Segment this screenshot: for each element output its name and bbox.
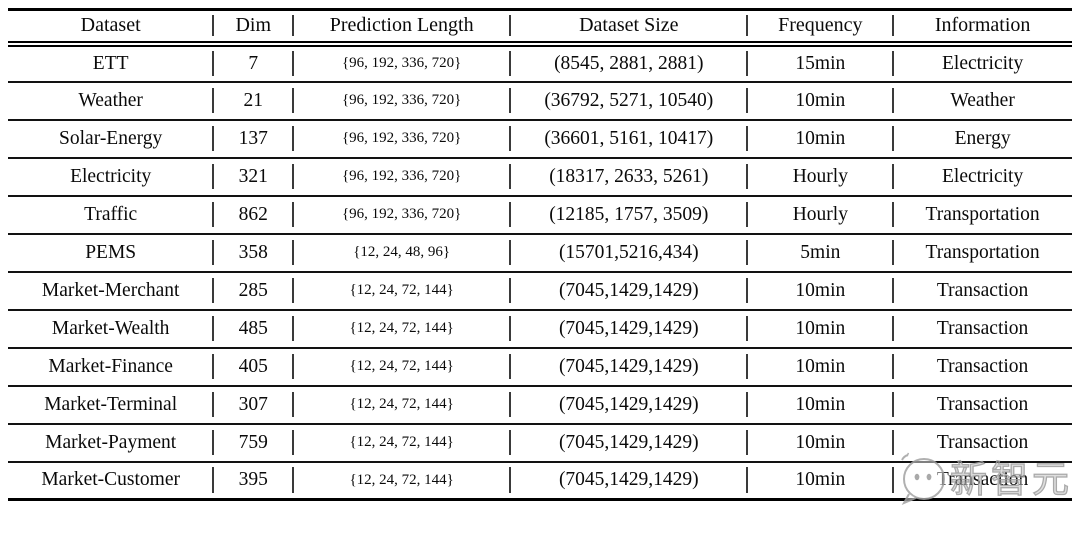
cell-prediction-length: {12, 24, 72, 144} [292,386,510,424]
cell-information: Transaction [892,272,1072,310]
cell-dim: 321 [212,158,293,196]
cell-information: Transportation [892,234,1072,272]
cell-prediction-length: {12, 24, 48, 96} [292,234,510,272]
table-row: Electricity 321 {96, 192, 336, 720} (183… [8,157,1072,196]
table-row: Market-Finance 405 {12, 24, 72, 144} (70… [8,347,1072,386]
column-header-prediction-length: Prediction Length [292,9,511,47]
cell-dim: 307 [212,386,293,424]
cell-information: Transportation [892,196,1072,234]
table-row: Weather 21 {96, 192, 336, 720} (36792, 5… [8,81,1072,120]
cell-dataset-size: (12185, 1757, 3509) [509,196,747,234]
header-row: Dataset Dim Prediction Length Dataset Si… [8,9,1072,47]
cell-prediction-length: {96, 192, 336, 720} [292,120,510,158]
column-header-frequency: Frequency [746,9,894,47]
cell-information: Electricity [892,158,1072,196]
cell-dataset: Weather [78,89,143,111]
cell-information: Transaction [892,386,1072,424]
cell-frequency: Hourly [746,196,893,234]
cell-frequency: 10min [746,462,893,500]
cell-frequency: 10min [746,82,893,120]
cell-information: Energy [892,120,1072,158]
cell-prediction-length: {12, 24, 72, 144} [292,348,510,386]
cell-dim: 405 [212,348,293,386]
table-row: Market-Customer 395 {12, 24, 72, 144} (7… [8,461,1072,500]
cell-dim: 759 [212,424,293,462]
cell-dataset: Traffic [84,203,138,225]
cell-frequency: 10min [746,348,893,386]
cell-frequency: Hourly [746,158,893,196]
cell-frequency: 10min [746,424,893,462]
table-row: Market-Payment 759 {12, 24, 72, 144} (70… [8,423,1072,462]
cell-prediction-length: {12, 24, 72, 144} [292,272,510,310]
cell-dim: 485 [212,310,293,348]
cell-frequency: 10min [746,386,893,424]
cell-dataset-size: (7045,1429,1429) [509,272,747,310]
cell-information: Transaction [892,462,1072,500]
cell-dataset: Market-Wealth [51,317,170,339]
cell-dim: 7 [212,44,293,82]
table-row: ETT 7 {96, 192, 336, 720} (8545, 2881, 2… [8,43,1072,82]
table-row: Market-Wealth 485 {12, 24, 72, 144} (704… [8,309,1072,348]
cell-dataset: Market-Terminal [44,393,178,415]
cell-dataset: Market-Payment [45,431,177,453]
cell-prediction-length: {12, 24, 72, 144} [292,462,510,500]
cell-prediction-length: {12, 24, 72, 144} [292,310,510,348]
cell-frequency: 10min [746,272,893,310]
cell-information: Weather [892,82,1072,120]
cell-dataset: Electricity [70,165,152,187]
column-header-dataset: Dataset [8,9,214,47]
cell-information: Transaction [892,348,1072,386]
table-row: Traffic 862 {96, 192, 336, 720} (12185, … [8,195,1072,234]
dataset-summary-table: Dataset Dim Prediction Length Dataset Si… [8,8,1072,501]
column-header-dataset-size: Dataset Size [509,9,748,47]
cell-dataset-size: (7045,1429,1429) [509,386,747,424]
cell-dataset-size: (36601, 5161, 10417) [509,120,747,158]
cell-dataset: PEMS [85,241,137,263]
cell-prediction-length: {12, 24, 72, 144} [292,424,510,462]
cell-frequency: 10min [746,310,893,348]
table-row: PEMS 358 {12, 24, 48, 96} (15701,5216,43… [8,233,1072,272]
cell-dataset-size: (18317, 2633, 5261) [509,158,747,196]
cell-information: Transaction [892,310,1072,348]
cell-information: Transaction [892,424,1072,462]
cell-dataset: Market-Customer [41,469,180,491]
table-row: Market-Merchant 285 {12, 24, 72, 144} (7… [8,271,1072,310]
cell-dim: 21 [212,82,293,120]
cell-dataset-size: (7045,1429,1429) [509,424,747,462]
cell-dim: 285 [212,272,293,310]
table-row: Market-Terminal 307 {12, 24, 72, 144} (7… [8,385,1072,424]
cell-information: Electricity [892,44,1072,82]
cell-dataset: Market-Merchant [41,279,180,301]
cell-prediction-length: {96, 192, 336, 720} [292,196,510,234]
cell-dataset-size: (8545, 2881, 2881) [509,44,747,82]
cell-dataset-size: (15701,5216,434) [509,234,747,272]
cell-prediction-length: {96, 192, 336, 720} [292,44,510,82]
cell-prediction-length: {96, 192, 336, 720} [292,82,510,120]
cell-dataset: Solar-Energy [59,127,163,149]
column-header-information: Information [892,9,1072,47]
cell-prediction-length: {96, 192, 336, 720} [292,158,510,196]
cell-dataset-size: (7045,1429,1429) [509,348,747,386]
cell-dim: 395 [212,462,293,500]
cell-frequency: 15min [746,44,893,82]
cell-dataset-size: (7045,1429,1429) [509,462,747,500]
cell-frequency: 5min [746,234,893,272]
cell-dim: 862 [212,196,293,234]
table-row: Solar-Energy 137 {96, 192, 336, 720} (36… [8,119,1072,158]
table-header: Dataset Dim Prediction Length Dataset Si… [8,9,1072,47]
cell-frequency: 10min [746,120,893,158]
table-body: ETT 7 {96, 192, 336, 720} (8545, 2881, 2… [8,43,1072,500]
cell-dataset-size: (36792, 5271, 10540) [509,82,747,120]
cell-dim: 137 [212,120,293,158]
cell-dataset: ETT [92,52,129,74]
column-header-dim: Dim [212,9,294,47]
cell-dataset-size: (7045,1429,1429) [509,310,747,348]
cell-dataset: Market-Finance [48,355,173,377]
cell-dim: 358 [212,234,293,272]
